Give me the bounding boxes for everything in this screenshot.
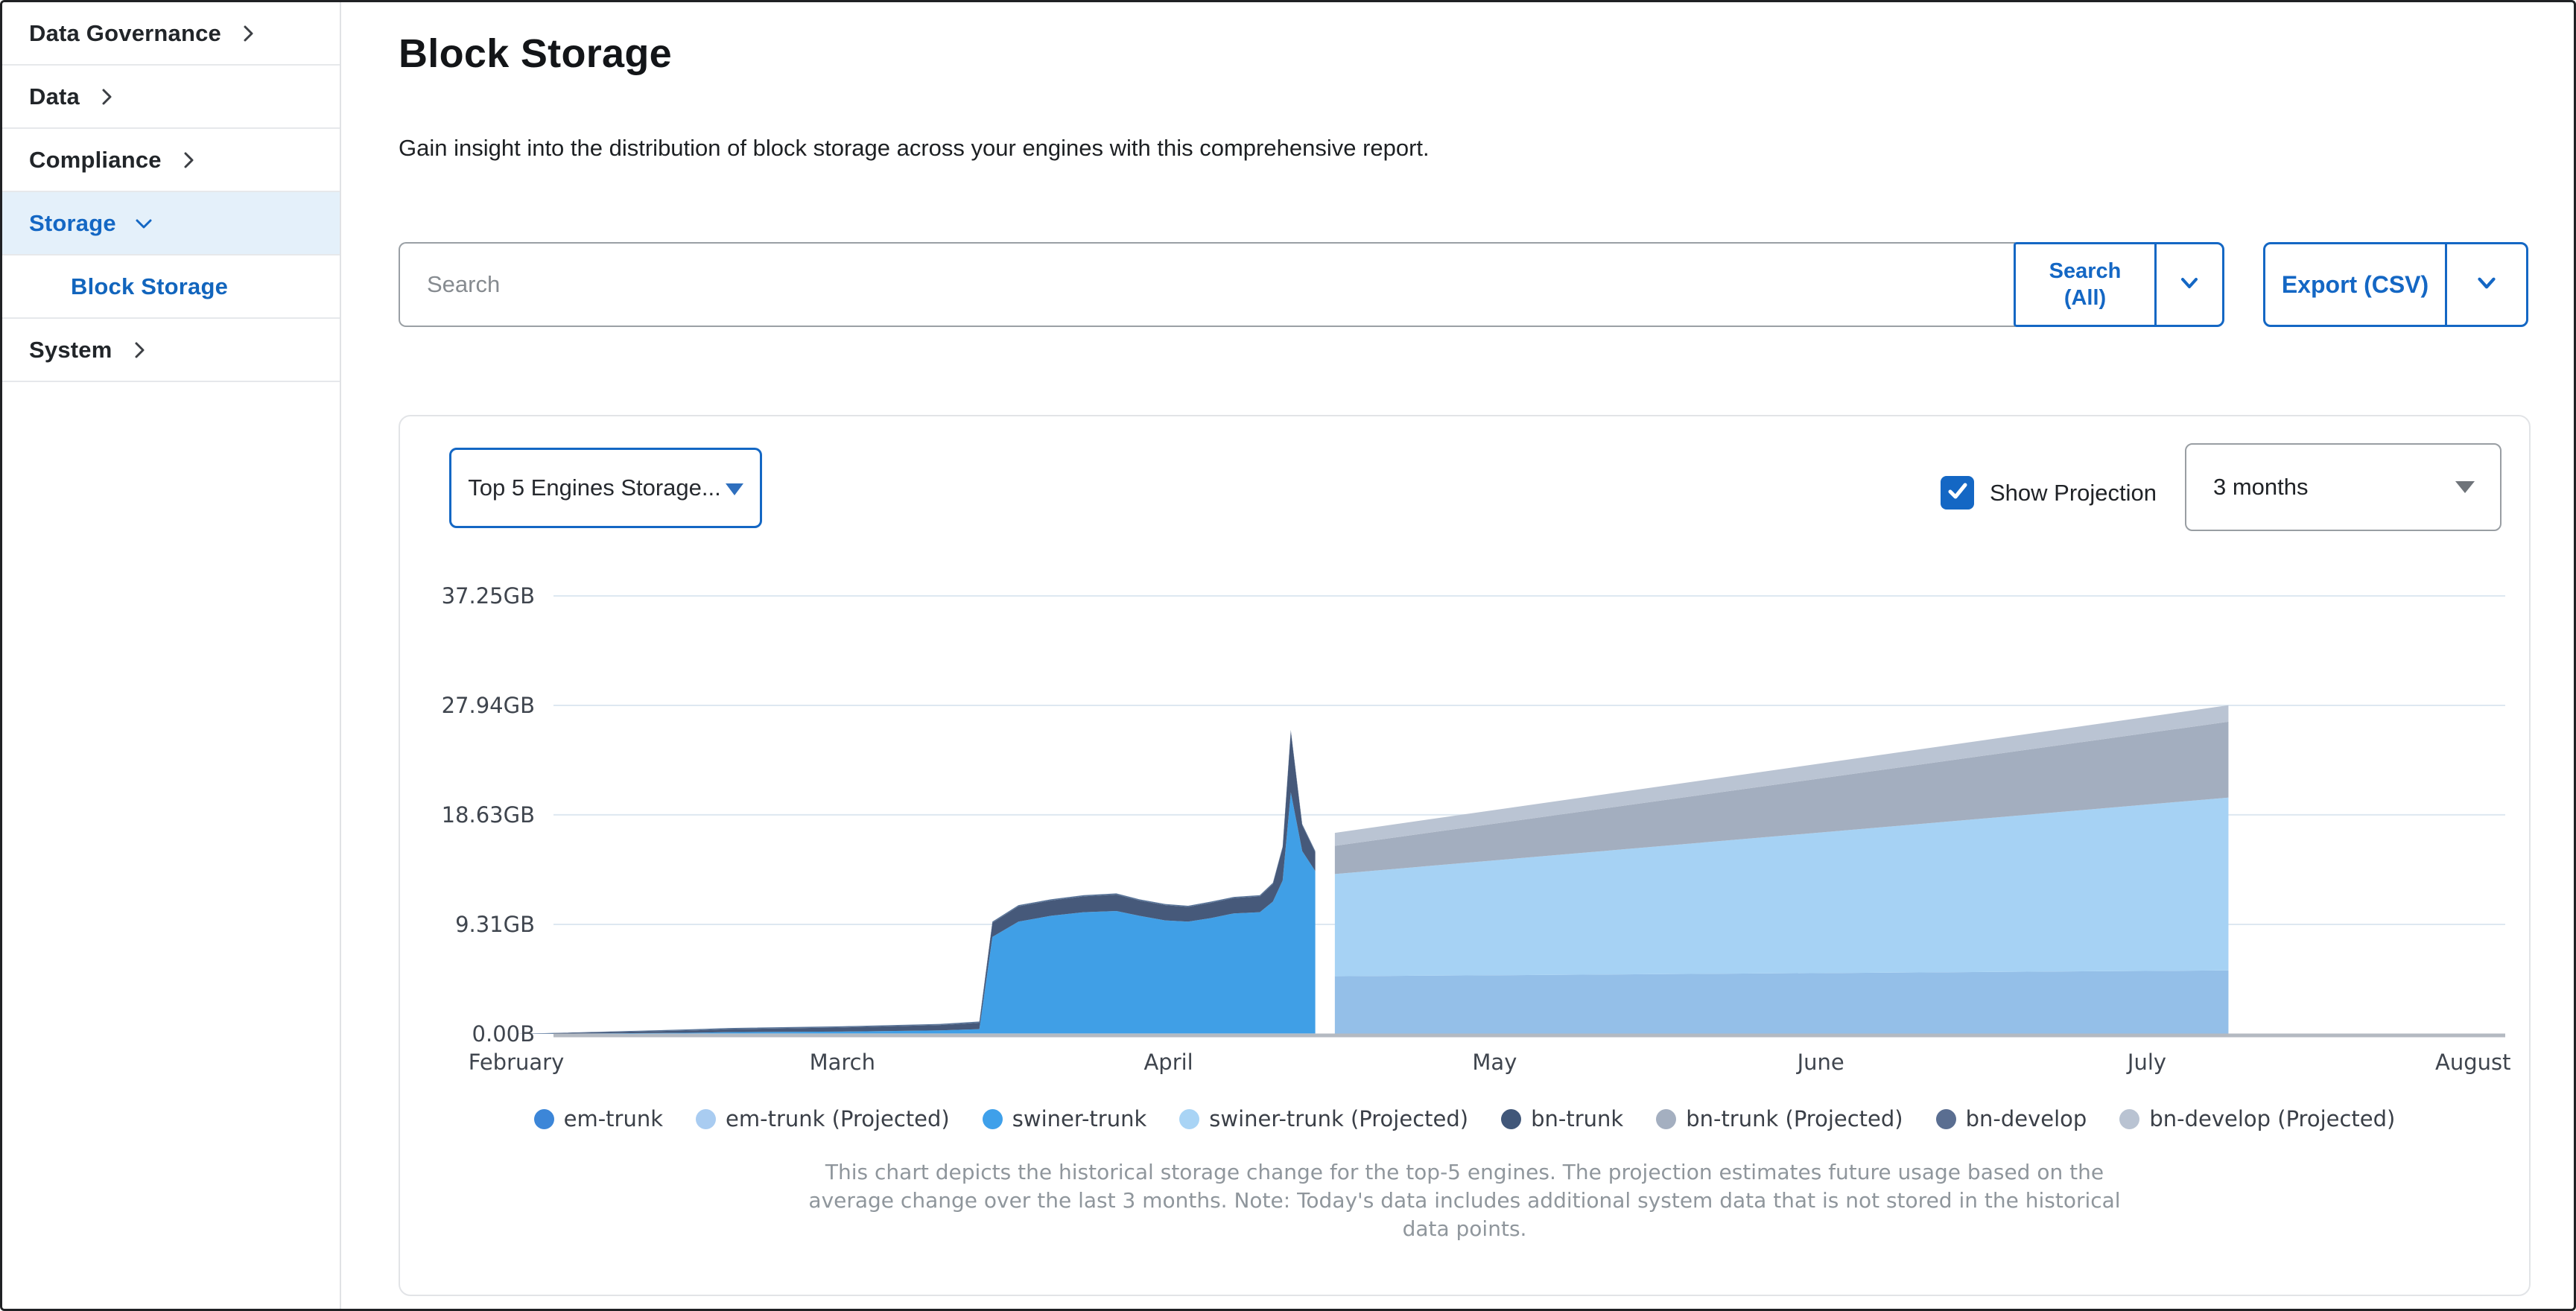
search-scope-dropdown-button[interactable] [2157,244,2222,325]
legend-item[interactable]: em-trunk (Projected) [696,1106,950,1131]
chart-caption-text: This chart depicts the historical storag… [808,1160,2121,1241]
x-tick-label: March [809,1050,875,1075]
x-tick-label: May [1472,1050,1517,1075]
caret-down-icon [725,483,743,495]
legend-item[interactable]: bn-develop (Projected) [2119,1106,2395,1131]
checkmark-icon [1945,478,1970,507]
projection-window-select[interactable]: 3 months [2185,443,2502,531]
x-tick-label: August [2435,1050,2511,1075]
x-tick-label: July [2127,1050,2167,1075]
engine-filter-dropdown[interactable]: Top 5 Engines Storage... [449,448,762,528]
engine-filter-value: Top 5 Engines Storage... [468,474,721,501]
legend-label: swiner-trunk (Projected) [1209,1106,1469,1131]
search-input[interactable] [399,242,2015,327]
y-tick-label: 37.25GB [441,583,535,609]
sidebar: Data Governance Data Compliance Storage … [2,2,341,1309]
x-tick-label: April [1143,1050,1193,1075]
chevron-right-icon [129,340,150,361]
legend-dot-icon [1935,1108,1956,1129]
x-tick-label: June [1797,1050,1844,1075]
sidebar-item-label: Block Storage [71,273,229,299]
legend-dot-icon [1656,1108,1677,1129]
export-button-group[interactable]: Export (CSV) [2263,242,2528,327]
chevron-down-icon [2176,270,2203,300]
sidebar-item-block-storage[interactable]: Block Storage [2,255,340,319]
legend-dot-icon [2119,1108,2140,1129]
legend-dot-icon [533,1108,554,1129]
legend-label: bn-develop [1965,1106,2087,1131]
chevron-right-icon [178,150,199,171]
legend-label: bn-develop (Projected) [2149,1106,2396,1131]
sidebar-item-label: Data [29,83,80,109]
legend-item[interactable]: bn-develop [1935,1106,2087,1131]
page-description: Gain insight into the distribution of bl… [399,135,1430,161]
legend-item[interactable]: swiner-trunk (Projected) [1179,1106,1468,1131]
x-tick-label: February [468,1050,565,1075]
y-tick-label: 27.94GB [441,692,535,718]
sidebar-item-label: System [29,336,112,363]
search-all-label-line1: Search [2049,259,2122,283]
button-divider [2154,244,2157,325]
y-tick-label: 9.31GB [455,912,535,938]
sidebar-item-storage[interactable]: Storage [2,192,340,255]
legend-label: em-trunk [563,1106,664,1131]
button-divider [2445,244,2447,325]
chart-legend: em-trunk em-trunk (Projected) swiner-trunk… [399,1106,2531,1131]
legend-item[interactable]: em-trunk [533,1106,664,1131]
legend-label: em-trunk (Projected) [726,1106,950,1131]
page-title: Block Storage [399,31,673,76]
legend-dot-icon [1501,1108,1522,1129]
legend-label: bn-trunk (Projected) [1686,1106,1903,1131]
legend-label: bn-trunk [1531,1106,1624,1131]
show-projection-label[interactable]: Show Projection [1990,480,2157,506]
legend-item[interactable]: swiner-trunk [982,1106,1147,1131]
legend-label: swiner-trunk [1012,1106,1147,1131]
legend-item[interactable]: bn-trunk (Projected) [1656,1106,1903,1131]
y-tick-label: 18.63GB [441,801,535,828]
legend-dot-icon [696,1108,717,1129]
legend-dot-icon [982,1108,1003,1129]
search-all-button[interactable]: Search (All) [2016,244,2154,325]
chevron-right-icon [238,23,258,44]
chevron-down-icon [2472,269,2501,301]
search-all-label-line2: (All) [2063,286,2107,310]
sidebar-item-label: Data Governance [29,19,221,46]
export-csv-button[interactable]: Export (CSV) [2265,244,2445,325]
projection-window-value: 3 months [2213,474,2309,500]
legend-item[interactable]: bn-trunk [1501,1106,1623,1131]
export-format-dropdown-button[interactable] [2447,244,2526,325]
export-csv-label: Export (CSV) [2281,270,2429,298]
caret-down-icon [2455,481,2475,493]
sidebar-item-label: Storage [29,209,116,236]
sidebar-item-compliance[interactable]: Compliance [2,129,340,192]
search-all-button-group[interactable]: Search (All) [2014,242,2224,327]
sidebar-item-system[interactable]: System [2,319,340,382]
y-tick-label: 0.00B [472,1021,535,1047]
sidebar-item-data[interactable]: Data [2,66,340,129]
chevron-down-icon [133,212,155,235]
chevron-right-icon [96,86,117,107]
sidebar-item-data-governance[interactable]: Data Governance [2,2,340,66]
show-projection-checkbox[interactable] [1941,476,1974,510]
chart-caption: This chart depicts the historical storag… [399,1158,2531,1243]
sidebar-item-label: Compliance [29,146,162,173]
legend-dot-icon [1179,1108,1200,1129]
